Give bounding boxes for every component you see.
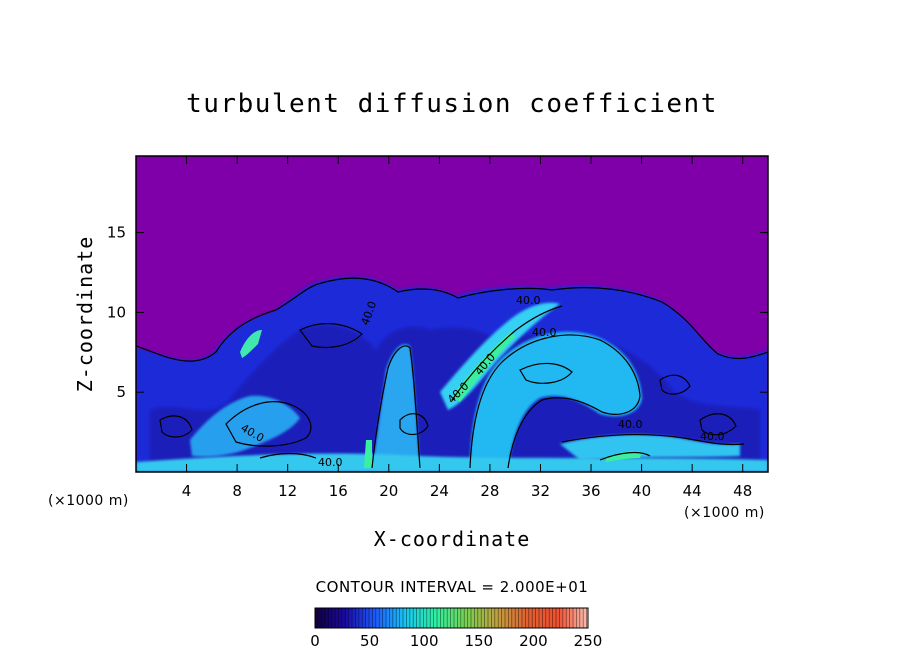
- x-axis-label: X-coordinate: [374, 527, 531, 551]
- colorbar-tick-label: 150: [464, 632, 493, 650]
- x-tick-label: 48: [733, 482, 752, 500]
- x-unit-right: (×1000 m): [684, 505, 765, 521]
- x-axis-ticks: 4 8 12 16 20 24 28 32 36 40 44 48: [182, 156, 752, 500]
- y-axis-label: Z-coordinate: [73, 236, 97, 393]
- green-streak-3: [606, 451, 642, 462]
- y-tick-label: 5: [116, 383, 126, 401]
- contour-interval-note: CONTOUR INTERVAL = 2.000E+01: [316, 578, 589, 596]
- cyan-band-lower: [560, 434, 740, 460]
- x-tick-label: 8: [232, 482, 242, 500]
- colorbar-tick-label: 200: [519, 632, 548, 650]
- y-tick-label: 15: [107, 224, 126, 242]
- contour-label: 40.0: [516, 294, 541, 307]
- colorbar-tick-label: 50: [360, 632, 379, 650]
- contour-lines: [136, 277, 768, 469]
- contour-label: 40.0: [700, 430, 725, 443]
- x-tick-label: 40: [632, 482, 651, 500]
- y-tick-label: 10: [107, 303, 126, 321]
- colorbar-tick-label: 0: [310, 632, 320, 650]
- cyan-plume-right: [470, 331, 642, 470]
- x-tick-label: 16: [329, 482, 348, 500]
- green-streak-1: [452, 332, 516, 402]
- turbulence-field: [136, 276, 768, 472]
- y-axis-ticks: 5 10 15: [107, 224, 768, 401]
- colorbar-hatch: [317, 608, 587, 628]
- x-tick-label: 12: [278, 482, 297, 500]
- x-tick-label: 28: [480, 482, 499, 500]
- contour-label: 40.0: [532, 326, 557, 339]
- contour-label: 40.0: [618, 418, 643, 431]
- chart-title: turbulent diffusion coefficient: [186, 89, 718, 119]
- x-tick-label: 4: [182, 482, 192, 500]
- x-tick-label: 44: [683, 482, 702, 500]
- x-tick-label: 36: [581, 482, 600, 500]
- colorbar-ticks: 0 50 100 150 200 250: [310, 632, 602, 650]
- colorbar: 0 50 100 150 200 250: [310, 607, 602, 650]
- x-tick-label: 20: [379, 482, 398, 500]
- green-streak-2: [364, 440, 372, 468]
- cyan-plume-central: [372, 344, 420, 470]
- x-tick-label: 24: [430, 482, 449, 500]
- cyan-left-swirl: [190, 395, 300, 457]
- colorbar-frame: [314, 607, 589, 629]
- green-streak-4: [240, 330, 262, 358]
- x-tick-label: 32: [531, 482, 550, 500]
- colorbar-ramp: [315, 608, 588, 628]
- contour-label: 40.0: [318, 456, 343, 469]
- colorbar-tick-label: 250: [574, 632, 603, 650]
- plot-area: 40.0 40.0 40.0 40.0 40.0 40.0 40.0 40.0 …: [107, 155, 769, 500]
- colorbar-tick-label: 100: [410, 632, 439, 650]
- plot-frame: [135, 155, 769, 473]
- x-unit-left: (×1000 m): [48, 493, 129, 509]
